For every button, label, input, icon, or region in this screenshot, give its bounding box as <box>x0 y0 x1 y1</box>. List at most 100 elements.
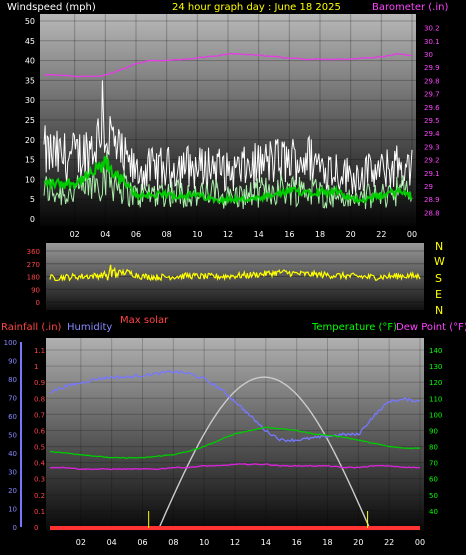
barometer-y-tick: 29.9 <box>424 64 440 72</box>
barometer-y-tick: 29.5 <box>424 117 440 125</box>
wind-y-tick: 20 <box>25 136 35 145</box>
gust-series-line <box>43 80 413 195</box>
wind-y-tick: 50 <box>25 17 35 26</box>
wind-y-tick: 45 <box>25 37 35 46</box>
wind-x-tick: 14 <box>254 230 264 239</box>
barometer-y-tick: 30 <box>424 51 433 59</box>
wind-x-tick: 06 <box>131 230 141 239</box>
max-solar-label: Max solar <box>120 315 169 326</box>
temperature-y-tick: 60 <box>429 476 438 484</box>
wind-x-tick: 10 <box>192 230 202 239</box>
compass-label-e: E <box>435 288 442 301</box>
temperature-y-tick: 120 <box>429 379 442 387</box>
humidity-y-tick: 90 <box>8 358 17 366</box>
humidity-y-tick: 20 <box>8 487 17 495</box>
temperature-y-tick: 70 <box>429 460 438 468</box>
dewpoint-label: Dew Point (°F) <box>396 322 466 333</box>
rain-y-tick: 0 <box>34 524 38 532</box>
direction-y-tick: 180 <box>27 274 40 282</box>
wind-smoothed-series-line <box>43 155 412 206</box>
rain-y-tick: 1.1 <box>34 347 45 355</box>
temperature-y-tick: 50 <box>429 492 438 500</box>
wind-x-tick: 04 <box>100 230 110 239</box>
barometer-y-tick: 29.3 <box>424 143 440 151</box>
temperature-y-tick: 100 <box>429 411 442 419</box>
bottom-x-tick: 16 <box>292 538 302 547</box>
wind-x-tick: 12 <box>223 230 233 239</box>
direction-y-tick: 0 <box>36 299 40 307</box>
rain-y-tick: 0.2 <box>34 492 45 500</box>
windspeed-label: Windspeed (mph) <box>7 2 96 13</box>
humidity-y-tick: 10 <box>8 506 17 514</box>
temperature-y-tick: 90 <box>429 427 438 435</box>
rain-y-tick: 0.8 <box>34 395 45 403</box>
barometer-series-line <box>43 52 413 78</box>
rain-y-tick: 0.1 <box>34 508 45 516</box>
wind-x-tick: 22 <box>376 230 386 239</box>
humidity-y-tick: 0 <box>13 524 17 532</box>
compass-label-w: W <box>434 255 445 268</box>
barometer-y-tick: 30.2 <box>424 25 440 33</box>
wind-y-tick: 10 <box>25 175 35 184</box>
bottom-x-tick: 00 <box>415 538 425 547</box>
bottom-x-tick: 22 <box>384 538 394 547</box>
wind-x-tick: 08 <box>162 230 172 239</box>
bottom-x-tick: 04 <box>107 538 117 547</box>
graph-title: 24 hour graph day : June 18 2025 <box>172 2 341 13</box>
wind-direction-series-line <box>49 264 421 282</box>
humidity-series-line <box>49 370 421 443</box>
rain-y-tick: 1 <box>34 363 38 371</box>
bottom-x-tick: 02 <box>76 538 86 547</box>
wind-x-tick: 18 <box>315 230 325 239</box>
compass-label-n-top: N <box>435 240 443 253</box>
direction-y-tick: 90 <box>31 286 40 294</box>
temperature-y-tick: 130 <box>429 363 442 371</box>
rain-y-tick: 0.6 <box>34 427 46 435</box>
compass-label-n-bottom: N <box>435 304 443 317</box>
humidity-y-tick: 100 <box>4 339 17 347</box>
barometer-y-tick: 29.6 <box>424 104 440 112</box>
wind-y-tick: 5 <box>30 195 35 204</box>
direction-y-tick: 360 <box>27 248 40 256</box>
barometer-y-tick: 30.1 <box>424 38 440 46</box>
bottom-x-tick: 18 <box>322 538 332 547</box>
wind-y-tick: 30 <box>25 96 35 105</box>
bottom-x-tick: 12 <box>230 538 240 547</box>
temperature-y-tick: 80 <box>429 444 438 452</box>
temperature-y-tick: 140 <box>429 347 442 355</box>
wind-average-series-line <box>43 150 413 210</box>
bottom-x-tick: 20 <box>353 538 363 547</box>
rain-y-tick: 0.4 <box>34 460 46 468</box>
barometer-y-tick: 29.2 <box>424 157 440 165</box>
temperature-y-tick: 110 <box>429 395 442 403</box>
wind-y-tick: 25 <box>25 116 35 125</box>
humidity-y-tick: 80 <box>8 376 17 384</box>
wind-y-tick: 40 <box>25 57 35 66</box>
temperature-series-line <box>49 426 421 459</box>
temperature-label: Temperature (°F) <box>311 322 397 333</box>
rain-y-tick: 0.9 <box>34 379 45 387</box>
wind-y-tick: 15 <box>25 156 35 165</box>
humidity-y-tick: 30 <box>8 469 17 477</box>
humidity-y-tick: 40 <box>8 450 17 458</box>
barometer-y-tick: 28.9 <box>424 196 440 204</box>
bottom-x-tick: 06 <box>137 538 147 547</box>
compass-label-s: S <box>435 272 442 285</box>
barometer-y-tick: 29 <box>424 183 433 191</box>
humidity-y-tick: 60 <box>8 413 17 421</box>
dewpoint-series-line <box>49 463 421 471</box>
temperature-y-tick: 40 <box>429 508 438 516</box>
humidity-label: Humidity <box>67 322 112 333</box>
max-solar-series-line <box>158 376 370 528</box>
barometer-y-tick: 29.8 <box>424 77 440 85</box>
barometer-label: Barometer (.in) <box>372 2 448 13</box>
wind-y-tick: 0 <box>30 215 35 224</box>
humidity-y-tick: 70 <box>8 395 17 403</box>
wind-x-tick: 16 <box>284 230 294 239</box>
direction-y-tick: 270 <box>27 261 40 269</box>
wind-x-tick: 20 <box>346 230 356 239</box>
bottom-panel <box>46 338 424 531</box>
barometer-y-tick: 29.7 <box>424 91 440 99</box>
